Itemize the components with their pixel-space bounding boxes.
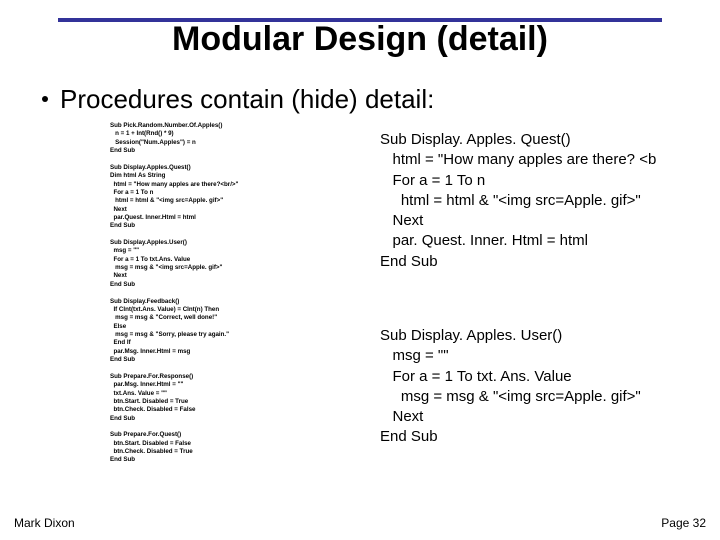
footer-page: Page 32 [661,516,706,530]
bullet-text: Procedures contain (hide) detail: [60,84,434,114]
slide-title: Modular Design (detail) [0,20,720,59]
footer-author: Mark Dixon [14,516,75,530]
code-block-right-user: Sub Display. Apples. User() msg = "" For… [380,326,720,448]
code-block-left: Sub Pick.Random.Number.Of.Apples() n = 1… [110,122,340,465]
bullet-dot-icon [42,96,48,102]
bullet-line: Procedures contain (hide) detail: [42,84,434,115]
code-block-right-quest: Sub Display. Apples. Quest() html = "How… [380,130,720,272]
slide: Modular Design (detail) Procedures conta… [0,0,720,540]
